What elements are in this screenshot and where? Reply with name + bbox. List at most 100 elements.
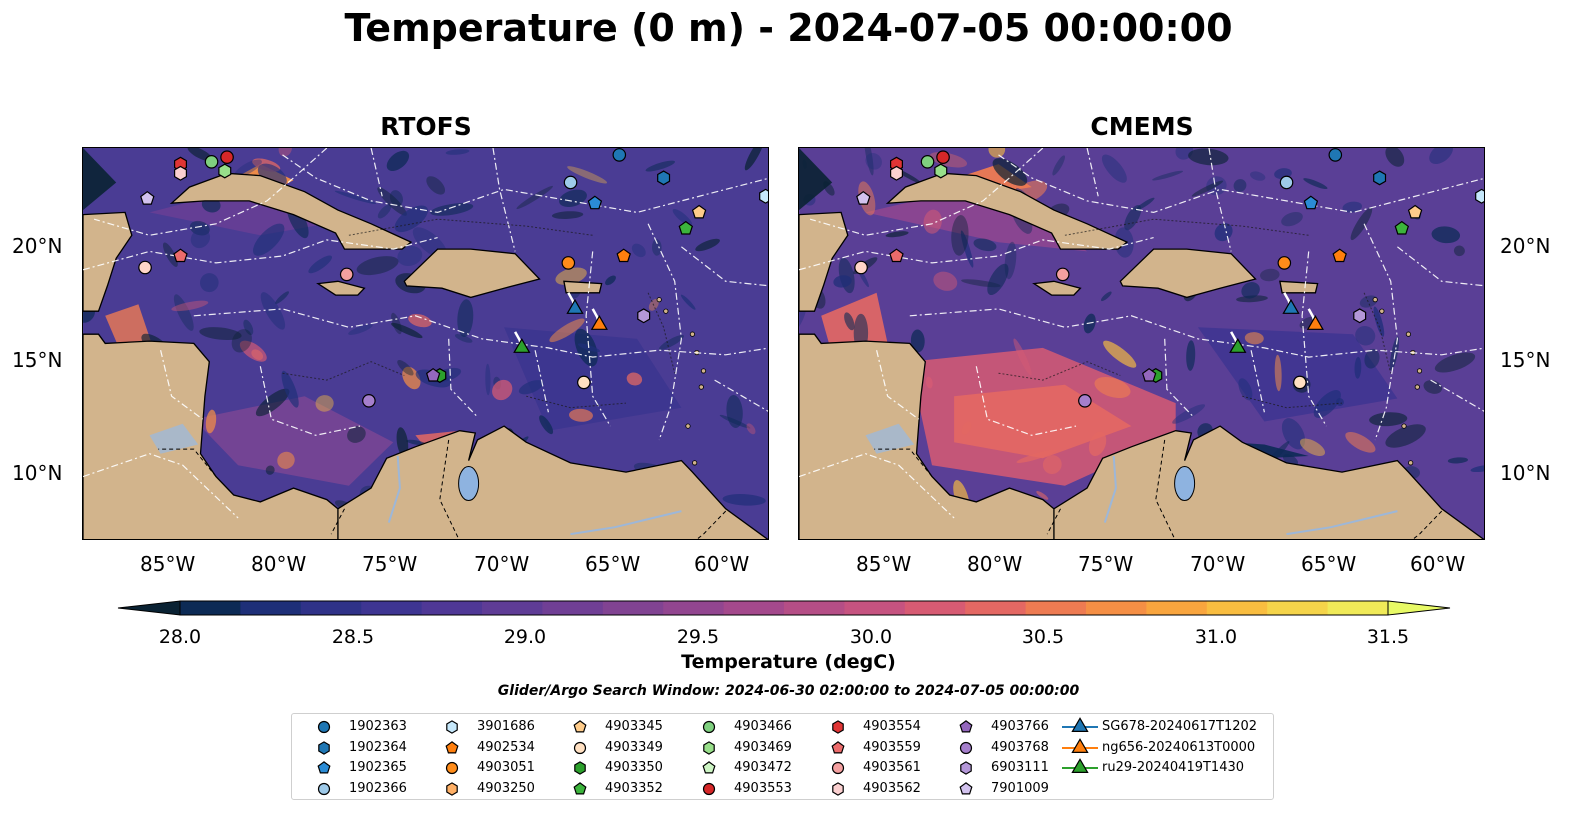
rtofs-temperature-patch (454, 334, 473, 343)
legend-triangle-marker (1071, 717, 1089, 732)
legend-marker (446, 720, 458, 734)
y-tick: 10°N (12, 461, 63, 485)
cmems-eez-boundary (1164, 338, 1194, 418)
cmems-land-cuba (885, 172, 1129, 250)
cmems-temperature-patch (1350, 207, 1373, 241)
rtofs-temperature-patch (539, 415, 554, 435)
rtofs-temperature-patch (189, 220, 210, 236)
rtofs-temperature-patch (695, 238, 720, 252)
rtofs-gulf (83, 148, 117, 211)
cmems-border (874, 448, 933, 477)
legend-pentagon-marker (445, 740, 459, 753)
cmems-island (1401, 423, 1407, 429)
cmems-float-4902534 (1332, 248, 1347, 263)
rtofs-temperature-patch (518, 380, 544, 395)
rtofs-temperature-patch (260, 292, 286, 330)
rtofs-float-4903561 (339, 267, 354, 282)
x-tick: 80°W (251, 552, 307, 576)
colorbar-segment (663, 601, 725, 615)
cmems-eez-boundary (975, 366, 1077, 436)
x-tick: 70°W (474, 552, 530, 576)
rtofs-border (330, 508, 345, 535)
cmems-temperature-patch (1369, 412, 1408, 427)
cmems-bathy-contour (1242, 395, 1343, 409)
cmems-float-4903051 (1277, 256, 1292, 270)
search-window-label: Glider/Argo Search Window: 2024-06-30 02… (497, 683, 1080, 699)
rtofs-temperature-patch (348, 324, 373, 335)
rtofs-border (696, 510, 727, 539)
legend-label: 4902534 (477, 739, 535, 755)
cmems-temperature-patch (923, 209, 942, 234)
cmems-temperature-patch (1299, 438, 1326, 457)
rtofs-temperature-patch (394, 205, 428, 233)
cmems-eez-boundary (876, 350, 920, 420)
rtofs-temperature-patch (722, 493, 766, 506)
legend-label: 1902366 (349, 780, 407, 796)
map-panel-rtofs[interactable] (82, 147, 769, 540)
colorbar (117, 600, 1451, 616)
legend-marker (959, 720, 973, 733)
rtofs-temperature-patch (308, 255, 333, 274)
map-panel-cmems[interactable] (798, 147, 1485, 540)
colorbar-segment (965, 601, 1027, 615)
rtofs-land-puerto-rico (563, 280, 603, 294)
cmems-float-4903766 (1141, 367, 1157, 382)
rtofs-temperature-zone (504, 327, 682, 431)
colorbar-tick: 28.5 (331, 626, 375, 648)
cmems-temperature-patch (925, 376, 933, 389)
legend-marker (703, 740, 715, 755)
legend-marker (831, 761, 845, 775)
x-tick: 85°W (856, 552, 912, 576)
colorbar-extend-low (117, 600, 181, 616)
rtofs-eez-boundary (259, 366, 361, 436)
map-canvas-rtofs (83, 148, 768, 539)
legend-label: 4903352 (605, 780, 663, 796)
rtofs-eez-boundary (647, 223, 683, 441)
cmems-temperature-zone (865, 191, 1088, 252)
rtofs-float-3901686 (759, 188, 768, 204)
rtofs-temperature-patch (277, 451, 295, 469)
rtofs-float-4903349 (577, 375, 591, 390)
rtofs-land-jamaica (316, 280, 366, 296)
rtofs-temperature-patch (680, 294, 696, 310)
colorbar-tick: 29.0 (503, 626, 547, 648)
cmems-eez-boundary (809, 148, 1044, 236)
colorbar-label: Temperature (degC) (681, 651, 896, 673)
y-tick: 20°N (1500, 234, 1551, 258)
cmems-temperature-patch (933, 271, 958, 291)
rtofs-temperature-patch (243, 319, 254, 336)
rtofs-temperature-patch (231, 329, 252, 353)
cmems-temperature-patch (1453, 245, 1465, 257)
rtofs-temperature-patch (199, 273, 219, 293)
rtofs-float-4903562 (173, 165, 188, 181)
rtofs-temperature-patch (426, 176, 446, 195)
cmems-temperature-patch (844, 312, 855, 331)
rtofs-land-hispaniola (403, 248, 541, 299)
rtofs-temperature-patch (672, 208, 693, 226)
cmems-lake (865, 423, 915, 454)
cmems-bathy-contour (1363, 292, 1392, 374)
rtofs-temperature-patch (386, 150, 410, 171)
rtofs-float-1902363 (612, 148, 627, 162)
rtofs-glider-ru29-20240419T1430 (513, 338, 531, 353)
rtofs-float-4903559 (173, 248, 188, 263)
cmems-glider-SG678-20240617T1202 (1282, 298, 1300, 314)
cmems-temperature-patch (1238, 378, 1253, 401)
rtofs-lake (149, 423, 199, 454)
colorbar-tick: 31.5 (1366, 626, 1410, 648)
rtofs-temperature-patch (255, 388, 290, 417)
y-tick: 15°N (1500, 348, 1551, 372)
cmems-temperature-patch (1274, 354, 1282, 392)
colorbar-tick: 31.0 (1194, 626, 1238, 648)
legend-label: 4903553 (734, 780, 792, 796)
rtofs-temperature-patch (281, 370, 299, 408)
cmems-temperature-patch (863, 148, 874, 176)
rtofs-temperature-patch (199, 327, 242, 341)
cmems-land-hispaniola (1119, 248, 1257, 299)
cmems-float-1902366 (1279, 175, 1294, 190)
cmems-eez-boundary (1430, 379, 1484, 412)
legend-hexagon-marker (446, 720, 458, 734)
legend-marker (445, 740, 459, 753)
legend-label: 1902363 (349, 719, 407, 734)
rtofs-bathy-contour (348, 218, 593, 236)
